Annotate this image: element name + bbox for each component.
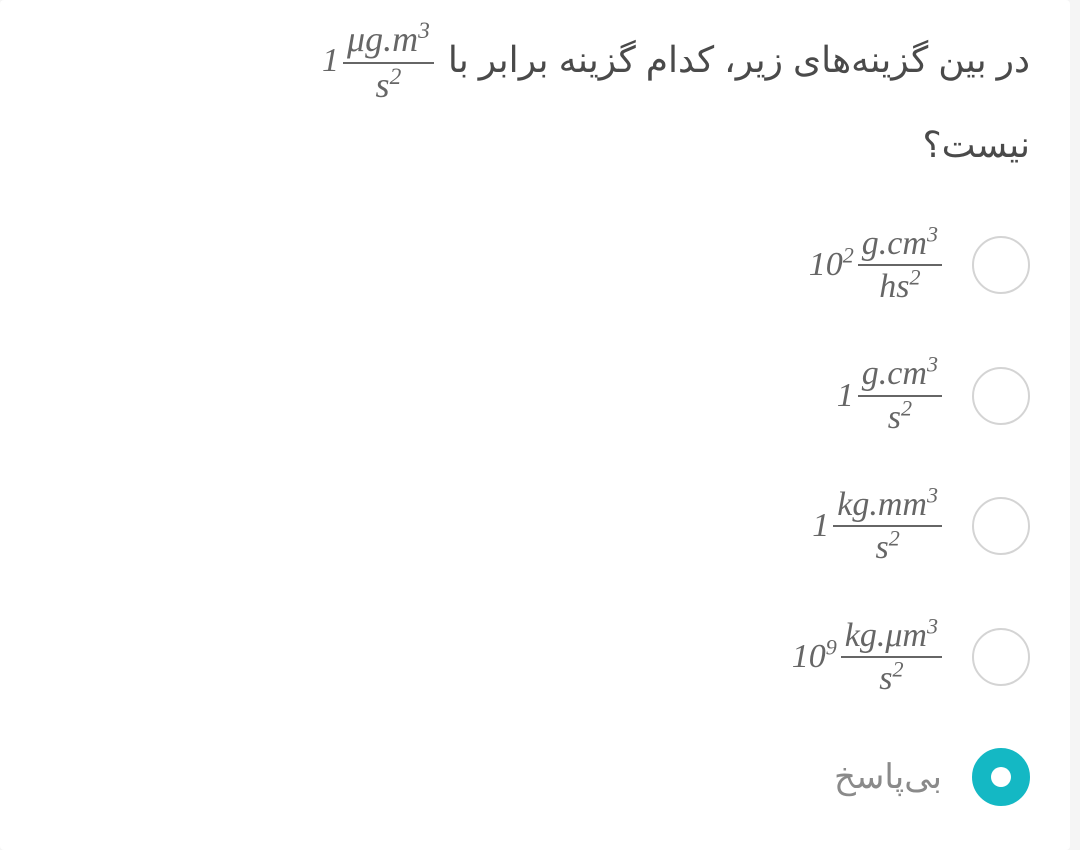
radio-icon[interactable]: [972, 367, 1030, 425]
question-formula: 1 μg.m3 s2: [322, 20, 434, 105]
question-card: در بین گزینه‌های زیر، کدام گزینه برابر ب…: [0, 0, 1070, 850]
radio-icon[interactable]: [972, 748, 1030, 806]
option-formula: 102 g.cm3 hs2: [809, 225, 942, 306]
option-1[interactable]: 102 g.cm3 hs2: [809, 225, 1030, 306]
question-text: در بین گزینه‌های زیر، کدام گزینه برابر ب…: [50, 20, 1030, 185]
radio-icon[interactable]: [972, 236, 1030, 294]
option-3[interactable]: 1 kg.mm3 s2: [812, 486, 1030, 567]
option-no-answer[interactable]: بی‌پاسخ: [834, 748, 1030, 806]
option-4[interactable]: 109 kg.μm3 s2: [792, 617, 1030, 698]
option-formula: 1 g.cm3 s2: [837, 355, 942, 436]
radio-icon[interactable]: [972, 628, 1030, 686]
no-answer-label: بی‌پاسخ: [834, 757, 942, 797]
question-part2: نیست؟: [50, 105, 1030, 184]
option-formula: 1 kg.mm3 s2: [812, 486, 942, 567]
radio-icon[interactable]: [972, 497, 1030, 555]
option-2[interactable]: 1 g.cm3 s2: [837, 355, 1030, 436]
question-part1: در بین گزینه‌های زیر، کدام گزینه برابر ب…: [448, 39, 1030, 80]
option-formula: 109 kg.μm3 s2: [792, 617, 942, 698]
options-list: 102 g.cm3 hs2 1 g.cm3 s2 1 kg.mm3 s2: [50, 225, 1030, 806]
